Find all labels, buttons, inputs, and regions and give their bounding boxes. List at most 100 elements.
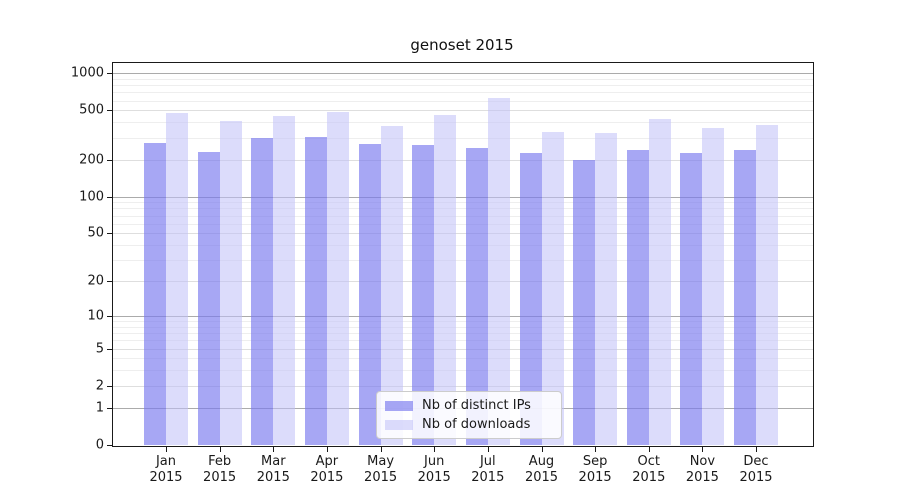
y-tick-mark-1000 xyxy=(107,73,112,74)
bar-downloads-may xyxy=(380,125,403,445)
gridline-80 xyxy=(113,208,813,210)
gridline-500 xyxy=(113,110,813,112)
x-tick-mark-mar xyxy=(273,446,275,452)
y-tick-mark-10 xyxy=(107,315,112,317)
gridline-70 xyxy=(113,215,813,217)
x-tick-mark-oct xyxy=(648,446,650,452)
x-tick-mark-aug xyxy=(541,446,543,452)
bar-downloads-nov xyxy=(702,127,725,445)
gridline-8 xyxy=(113,326,813,328)
gridline-60 xyxy=(113,223,813,225)
x-tick-mark-jun xyxy=(434,446,436,452)
x-tick-label-apr: Apr 2015 xyxy=(310,454,344,486)
y-tick-mark-500 xyxy=(107,110,112,112)
gridline-900 xyxy=(113,78,813,80)
y-tick-label-10: 10 xyxy=(87,308,104,324)
x-tick-label-may: May 2015 xyxy=(364,454,398,486)
x-tick-label-jul: Jul 2015 xyxy=(471,454,505,486)
y-tick-mark-0 xyxy=(107,445,112,446)
chart-title: genoset 2015 xyxy=(410,36,514,54)
y-tick-label-20: 20 xyxy=(87,273,104,289)
y-tick-mark-20 xyxy=(107,281,112,283)
bar-downloads-apr xyxy=(326,111,349,445)
x-tick-label-aug: Aug 2015 xyxy=(524,454,559,486)
y-tick-label-2: 2 xyxy=(95,378,104,394)
legend-swatch-distinct-ips xyxy=(385,400,413,411)
bar-distinct-ips-oct xyxy=(626,149,649,445)
gridline-100 xyxy=(113,196,813,198)
gridline-30 xyxy=(113,260,813,262)
x-tick-mark-nov xyxy=(702,446,704,452)
gridline-1000 xyxy=(113,73,813,74)
y-tick-label-1: 1 xyxy=(95,400,104,416)
bar-distinct-ips-nov xyxy=(680,152,703,445)
x-tick-mark-feb xyxy=(219,446,221,452)
bar-downloads-dec xyxy=(756,124,778,445)
gridline-40 xyxy=(113,245,813,247)
x-tick-mark-jan xyxy=(166,446,167,452)
x-tick-label-mar: Mar 2015 xyxy=(256,454,290,486)
legend-item-distinct-ips: Nb of distinct IPs xyxy=(385,398,553,413)
bar-distinct-ips-jul xyxy=(465,148,488,445)
y-tick-label-50: 50 xyxy=(87,225,104,241)
y-tick-mark-50 xyxy=(107,233,112,235)
x-tick-label-jan: Jan 2015 xyxy=(149,454,183,486)
legend-swatch-downloads xyxy=(385,419,413,430)
y-tick-label-100: 100 xyxy=(79,189,104,204)
y-tick-label-1000: 1000 xyxy=(70,65,104,81)
legend-label-downloads: Nb of downloads xyxy=(422,417,531,432)
gridline-20 xyxy=(113,281,813,283)
plot-area: Nb of distinct IPs Nb of downloads xyxy=(112,62,814,447)
x-tick-label-sep: Sep 2015 xyxy=(578,454,612,486)
y-tick-label-0: 0 xyxy=(95,437,104,453)
y-tick-mark-200 xyxy=(107,159,112,161)
gridline-50 xyxy=(113,233,813,235)
legend-label-distinct-ips: Nb of distinct IPs xyxy=(422,398,531,413)
gridline-7 xyxy=(113,333,813,334)
bar-distinct-ips-aug xyxy=(519,153,542,445)
gridline-90 xyxy=(113,202,813,204)
x-tick-mark-sep xyxy=(595,446,597,452)
x-tick-label-nov: Nov 2015 xyxy=(685,454,719,486)
gridline-4 xyxy=(113,358,813,360)
bar-distinct-ips-mar xyxy=(251,138,274,445)
gridline-5 xyxy=(113,348,813,350)
bar-downloads-aug xyxy=(541,131,564,445)
gridline-300 xyxy=(113,137,813,139)
legend: Nb of distinct IPs Nb of downloads xyxy=(376,391,562,439)
x-tick-mark-dec xyxy=(756,446,757,452)
bar-downloads-oct xyxy=(648,119,671,445)
bar-downloads-feb xyxy=(219,120,242,445)
bar-distinct-ips-dec xyxy=(734,149,756,445)
bar-downloads-sep xyxy=(595,132,618,445)
bar-distinct-ips-sep xyxy=(573,159,596,445)
x-tick-label-oct: Oct 2015 xyxy=(632,454,666,486)
bar-distinct-ips-feb xyxy=(197,152,220,445)
bar-distinct-ips-jun xyxy=(412,145,435,445)
y-tick-label-5: 5 xyxy=(95,341,104,356)
x-tick-label-feb: Feb 2015 xyxy=(203,454,237,486)
gridline-3 xyxy=(113,370,813,372)
y-tick-label-200: 200 xyxy=(79,152,104,167)
x-tick-mark-apr xyxy=(326,446,328,452)
y-tick-mark-1 xyxy=(107,407,112,409)
gridline-800 xyxy=(113,85,813,86)
bar-downloads-jun xyxy=(434,114,457,445)
y-tick-mark-5 xyxy=(107,348,112,350)
x-tick-mark-may xyxy=(380,446,382,452)
legend-item-downloads: Nb of downloads xyxy=(385,417,553,432)
bar-downloads-jul xyxy=(487,98,510,445)
bar-distinct-ips-jan xyxy=(144,143,166,445)
gridline-200 xyxy=(113,159,813,161)
bar-distinct-ips-may xyxy=(358,143,381,445)
x-tick-label-dec: Dec 2015 xyxy=(739,454,773,486)
bar-downloads-mar xyxy=(273,116,296,445)
gridline-700 xyxy=(113,92,813,94)
y-tick-mark-100 xyxy=(107,196,112,198)
gridline-9 xyxy=(113,321,813,322)
x-tick-label-jun: Jun 2015 xyxy=(417,454,451,486)
gridline-6 xyxy=(113,340,813,342)
gridline-400 xyxy=(113,122,813,124)
x-tick-mark-jul xyxy=(487,446,489,452)
